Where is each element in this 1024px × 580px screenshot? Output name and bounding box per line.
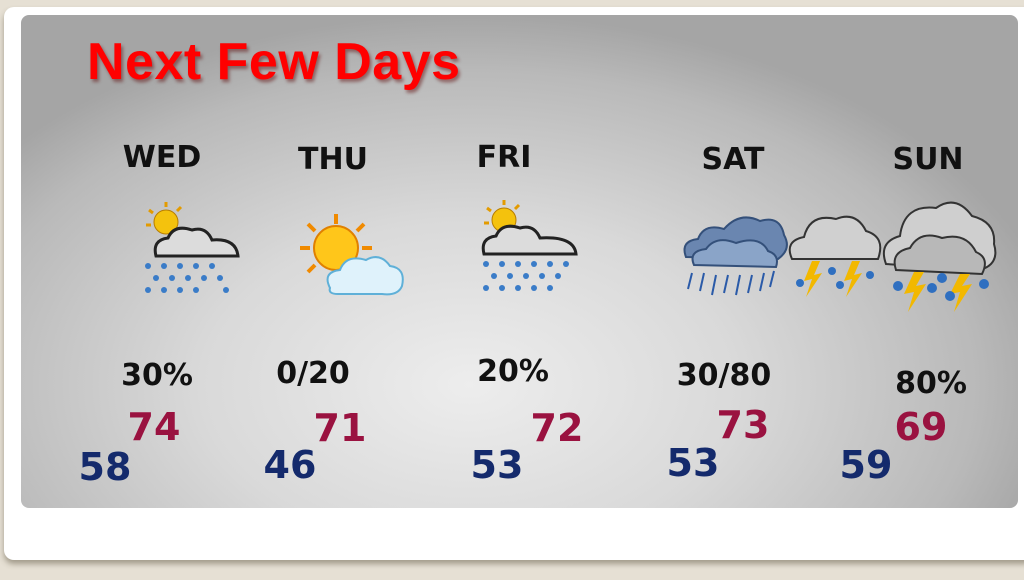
precip-fri: 20%	[477, 354, 549, 389]
low-temp-sat: 53	[666, 441, 720, 485]
day-label-wed: WED	[122, 140, 202, 175]
high-temp-fri: 72	[530, 406, 584, 450]
high-temp-wed: 74	[127, 405, 181, 449]
precip-sat: 30/80	[676, 358, 772, 393]
low-temp-fri: 53	[470, 443, 524, 487]
high-temp-sat: 73	[716, 403, 770, 447]
precip-sun: 80%	[895, 366, 967, 401]
day-label-sun: SUN	[892, 142, 964, 177]
precip-wed: 30%	[121, 358, 193, 393]
precip-thu: 0/20	[276, 356, 350, 391]
day-label-fri: FRI	[476, 140, 532, 175]
low-temp-wed: 58	[78, 445, 132, 489]
partly-sunny-rain-icon	[481, 200, 578, 291]
partly-sunny-rain-icon	[145, 202, 240, 293]
high-temp-sun: 69	[894, 405, 948, 449]
page-title: Next Few Days	[87, 33, 461, 91]
rain-thunderstorm-icon	[683, 215, 882, 297]
thunderstorm-icon	[882, 201, 997, 312]
day-label-sat: SAT	[701, 142, 765, 177]
sun-cloud-icon	[300, 214, 404, 296]
low-temp-sun: 59	[839, 443, 893, 487]
high-temp-thu: 71	[313, 406, 367, 450]
day-label-thu: THU	[298, 142, 368, 177]
low-temp-thu: 46	[263, 443, 317, 487]
